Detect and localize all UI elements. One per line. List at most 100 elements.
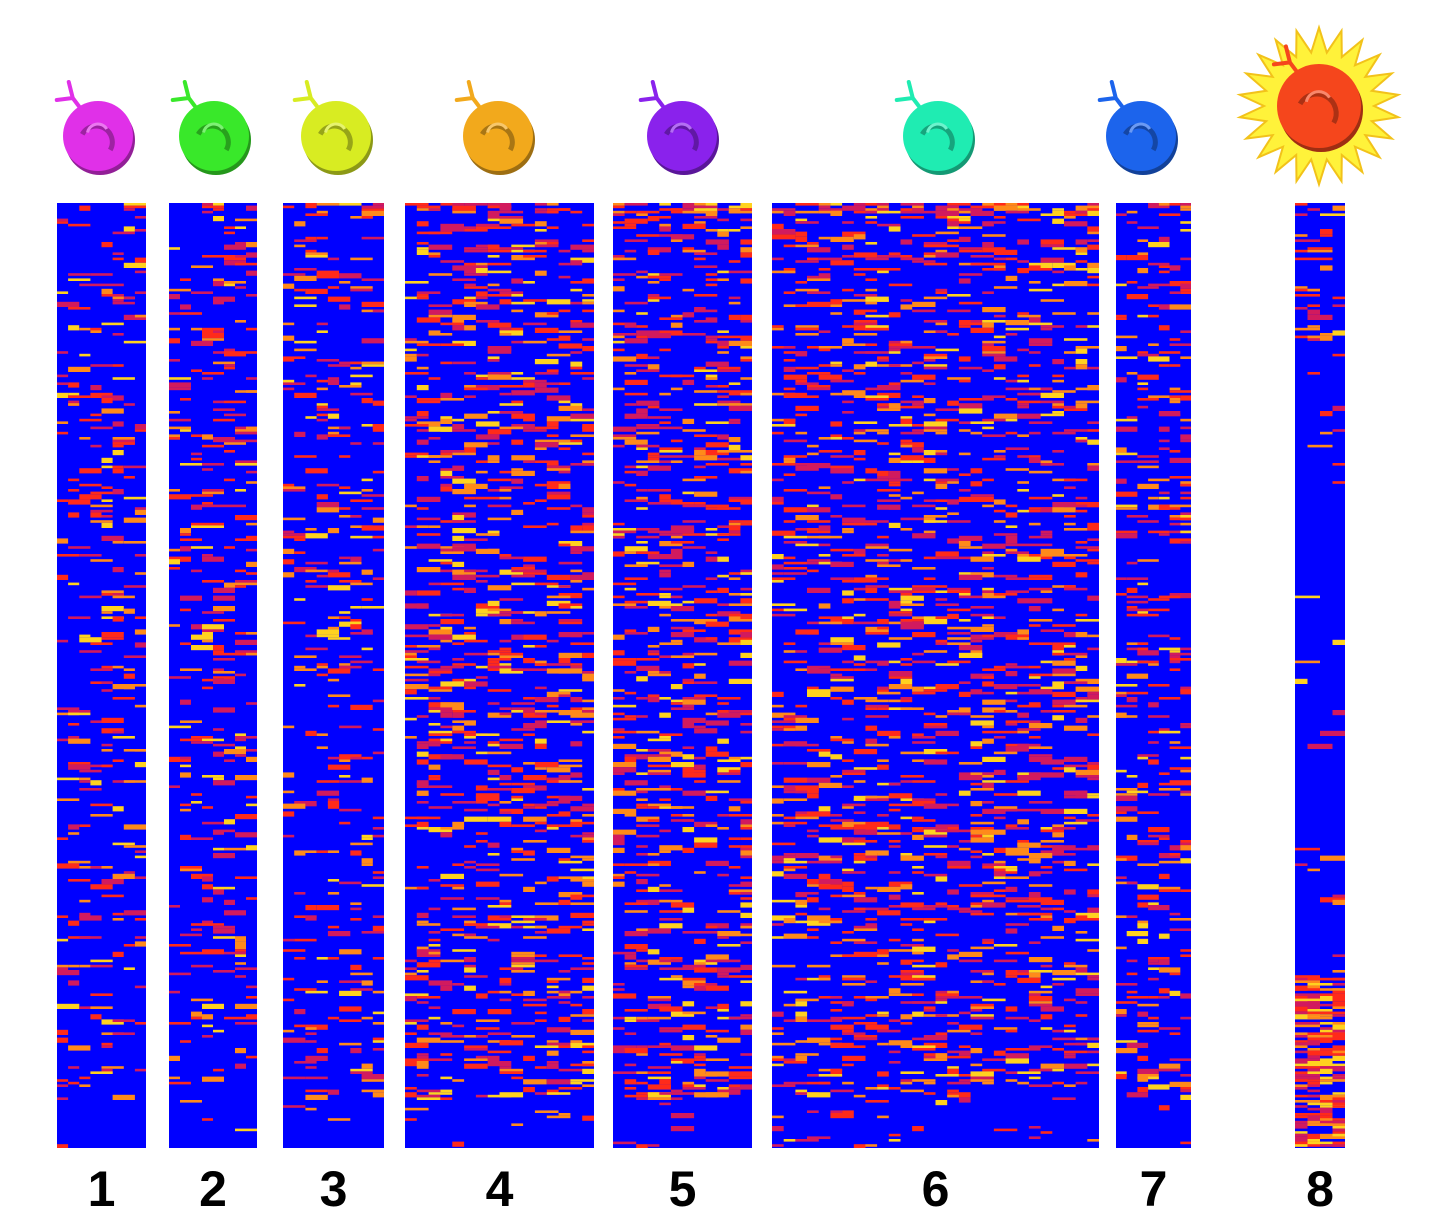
heat-cell (134, 572, 146, 575)
heat-cell (613, 840, 625, 846)
heat-cell (511, 478, 524, 484)
heat-cell (1040, 1027, 1053, 1030)
heat-cell (1126, 959, 1138, 963)
heat-cell (1087, 907, 1099, 913)
heat-cell (101, 749, 113, 752)
heat-cell (452, 528, 476, 534)
heat-cell (1332, 1105, 1345, 1108)
heat-cell (499, 899, 512, 903)
heat-cell (1148, 959, 1159, 963)
heat-cell (1180, 845, 1191, 851)
heat-cell (1087, 504, 1099, 508)
heat-cell (123, 262, 146, 268)
heat-cell (1052, 411, 1064, 414)
heat-cell (1028, 364, 1041, 367)
heat-cell (1148, 1076, 1159, 1080)
heat-cell (546, 1079, 571, 1085)
heat-cell (487, 255, 500, 258)
heat-cell (440, 468, 464, 471)
heat-cell (1028, 1126, 1041, 1129)
heat-cell (570, 868, 594, 872)
heat-cell (1075, 790, 1088, 796)
heat-cell (1332, 304, 1345, 307)
heat-cell (888, 348, 901, 352)
heat-cell (728, 418, 741, 422)
heat-cell (68, 712, 91, 716)
heat-cell (1028, 801, 1053, 804)
heat-cell (224, 351, 246, 357)
heat-cell (670, 1113, 695, 1119)
heat-cell (935, 288, 948, 292)
heat-cell (361, 777, 373, 783)
heat-cell (327, 1089, 340, 1095)
heat-cell (570, 551, 583, 554)
heat-cell (452, 429, 476, 432)
heat-cell (487, 210, 500, 216)
heat-cell (1137, 353, 1159, 357)
heat-cell (923, 759, 948, 765)
heat-cell (79, 788, 102, 791)
heat-cell (361, 216, 373, 219)
cell-body (463, 101, 533, 171)
heat-cell (1137, 1022, 1159, 1025)
heat-cell (958, 645, 983, 651)
heat-cell (842, 437, 854, 440)
heat-cell (659, 1006, 683, 1012)
heat-cell (213, 418, 235, 422)
heat-cell (79, 915, 102, 921)
heat-cell (534, 239, 559, 242)
heat-cell (283, 1076, 306, 1080)
heat-cell (499, 226, 512, 229)
heat-cell (923, 262, 948, 266)
heat-cell (294, 665, 306, 669)
heat-cell (1320, 996, 1333, 1002)
heat-cell (169, 624, 180, 627)
heat-cell (1295, 1074, 1308, 1077)
heat-cell (1005, 1071, 1018, 1074)
heat-cell (1137, 647, 1149, 653)
heat-cell (546, 574, 571, 580)
heat-cell (534, 1066, 547, 1069)
heat-cell (912, 216, 924, 219)
heat-cell (795, 1139, 819, 1142)
heat-cell (970, 613, 994, 617)
heat-cell (1295, 1144, 1308, 1147)
heat-cell (613, 333, 637, 336)
heat-cell (1126, 372, 1138, 375)
heat-cell (1158, 1068, 1181, 1072)
heat-cell (134, 314, 146, 318)
heat-cell (294, 288, 306, 292)
heat-cell (636, 772, 648, 775)
heat-cell (1075, 819, 1099, 822)
heat-cell (1116, 816, 1138, 822)
heat-cell (647, 1144, 660, 1147)
heat-cell (705, 442, 729, 448)
heat-cell (613, 697, 625, 700)
heat-cell (1028, 619, 1053, 622)
heat-cell (1180, 541, 1191, 544)
heat-cell (416, 970, 429, 973)
heat-cell (694, 842, 718, 848)
heat-cell (682, 418, 695, 424)
heat-cell (1137, 387, 1149, 391)
heat-cell (224, 442, 246, 445)
heat-cell (982, 998, 1006, 1002)
heat-cell (475, 751, 488, 755)
heat-cell (1064, 632, 1076, 638)
heat-cell (546, 847, 571, 853)
heat-cell (464, 538, 488, 541)
heat-cell (842, 1110, 854, 1113)
heat-cell (900, 439, 913, 443)
heat-cell (305, 580, 317, 583)
heat-cell (464, 923, 476, 926)
heat-cell (682, 717, 706, 723)
heat-cell (235, 582, 257, 586)
heat-cell (717, 697, 741, 700)
heat-cell (982, 624, 994, 627)
heat-cell (795, 977, 808, 981)
heat-cell (613, 522, 625, 526)
heat-cell (795, 920, 808, 924)
heat-cell (1126, 647, 1149, 651)
heat-cell (1169, 650, 1181, 653)
heat-cell (570, 1063, 594, 1067)
